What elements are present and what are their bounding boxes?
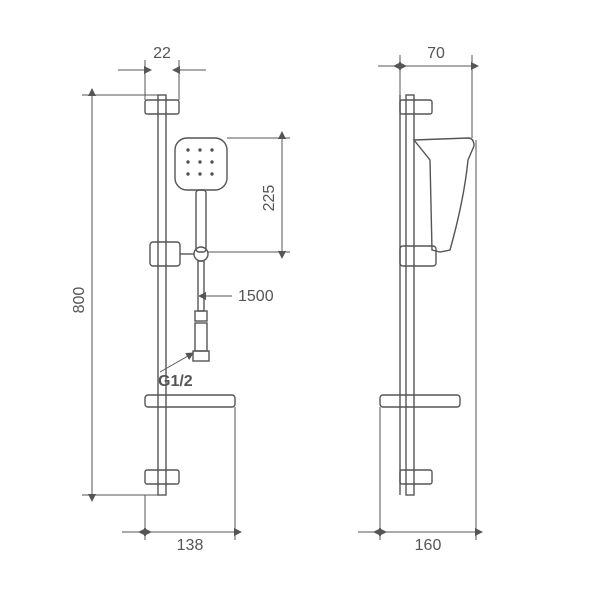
dim-160: 160 — [415, 537, 442, 554]
drawing-svg: 22 70 800 225 1500 G1/2 138 16 — [0, 0, 600, 600]
dim-thread: G1/2 — [158, 373, 193, 390]
dim-70: 70 — [427, 45, 445, 62]
dim-800: 800 — [71, 287, 88, 314]
diagram-canvas: { "figure": { "type": "engineering-dimen… — [0, 0, 600, 600]
dim-1500: 1500 — [238, 288, 274, 305]
dim-22: 22 — [153, 45, 171, 62]
dim-138: 138 — [177, 537, 204, 554]
front-view — [145, 95, 235, 495]
dim-225: 225 — [261, 185, 278, 212]
dimensions: 22 70 800 225 1500 G1/2 138 16 — [71, 45, 476, 554]
side-view — [380, 95, 474, 495]
